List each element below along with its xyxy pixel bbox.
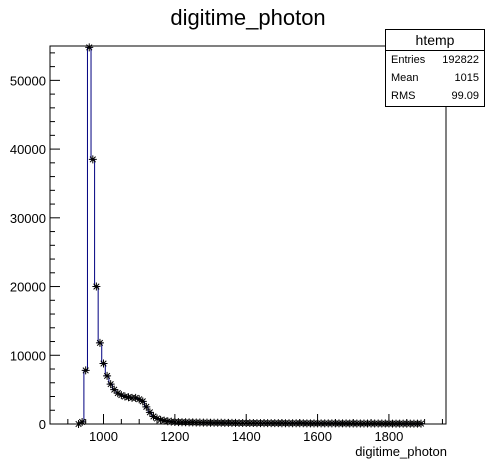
- data-point: [142, 402, 151, 411]
- data-point: [135, 395, 144, 404]
- data-point: [124, 393, 133, 402]
- stats-label: RMS: [391, 90, 416, 102]
- data-point: [113, 389, 122, 398]
- plot-area: 1000 1200 1400 1600 1800 0 10000 20000 30000 4000…: [10, 43, 447, 444]
- stats-label: Entries: [391, 54, 426, 66]
- data-point: [88, 155, 97, 164]
- y-tick-label: 30000: [10, 211, 46, 226]
- data-point: [417, 419, 426, 428]
- data-point: [145, 408, 154, 417]
- y-tick-label: 20000: [10, 280, 46, 295]
- data-point: [156, 415, 165, 424]
- stats-row-mean: Mean 1015: [386, 69, 484, 87]
- histogram-line: [76, 46, 424, 425]
- x-tick-label: 1800: [374, 429, 403, 444]
- data-point: [95, 338, 104, 347]
- chart-title: digitime_photon: [170, 5, 325, 30]
- data-point: [74, 420, 83, 428]
- data-point: [92, 282, 101, 291]
- data-point: [78, 417, 87, 426]
- data-point: [149, 412, 158, 421]
- data-point: [131, 393, 140, 402]
- data-point: [106, 380, 115, 389]
- data-point: [103, 371, 112, 380]
- data-point: [153, 414, 162, 423]
- data-point: [110, 385, 119, 394]
- data-point: [85, 43, 94, 52]
- y-tick-label: 10000: [10, 348, 46, 363]
- x-axis-label: digitime_photon: [355, 444, 447, 459]
- y-tick-label: 0: [39, 417, 46, 432]
- data-point: [138, 397, 147, 406]
- x-tick-label: 1200: [160, 429, 189, 444]
- stats-title: htemp: [386, 30, 484, 51]
- data-point: [81, 366, 90, 375]
- stats-value: 1015: [454, 72, 479, 84]
- data-point: [99, 359, 108, 368]
- stats-label: Mean: [391, 72, 419, 84]
- data-point: [117, 391, 126, 400]
- x-tick-label: 1400: [232, 429, 261, 444]
- stats-value: 192822: [442, 54, 479, 66]
- y-tick-label: 50000: [10, 73, 46, 88]
- plot-frame: [49, 45, 447, 425]
- data-point: [120, 392, 129, 401]
- stats-row-rms: RMS 99.09: [386, 87, 484, 105]
- stats-box: htemp Entries 192822 Mean 1015 RMS 99.09: [385, 29, 485, 107]
- stats-row-entries: Entries 192822: [386, 51, 484, 69]
- x-tick-label: 1000: [89, 429, 118, 444]
- stats-value: 99.09: [451, 90, 479, 102]
- y-tick-label: 40000: [10, 142, 46, 157]
- x-tick-label: 1600: [303, 429, 332, 444]
- data-point: [160, 416, 169, 425]
